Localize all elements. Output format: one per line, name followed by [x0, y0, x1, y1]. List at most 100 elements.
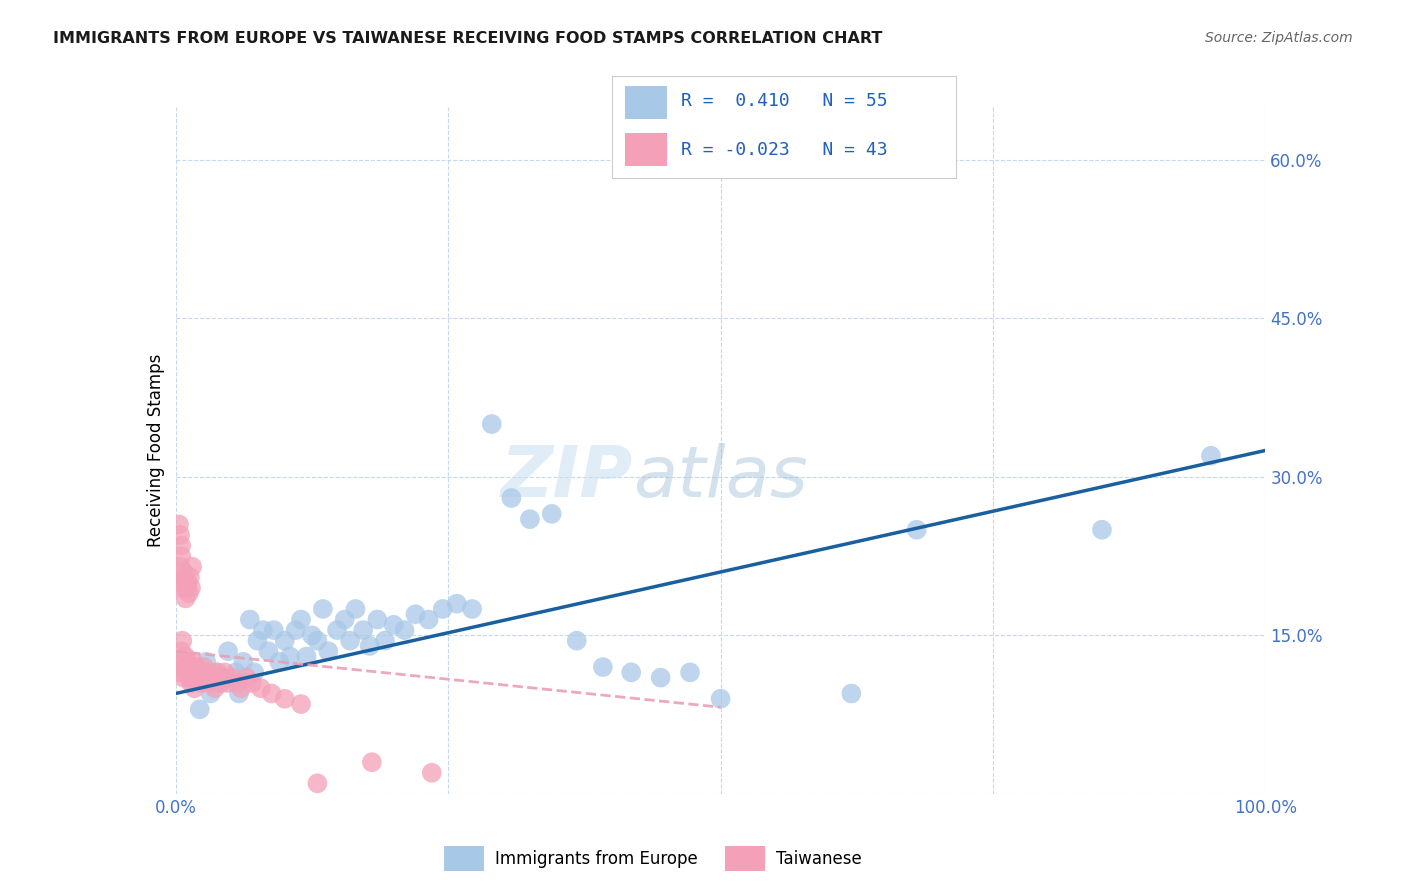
- Point: [176, 665, 198, 680]
- Point: [167, 665, 190, 680]
- Point: [318, 644, 340, 658]
- Point: [167, 575, 190, 590]
- Point: [181, 665, 204, 680]
- Point: [420, 765, 443, 780]
- Point: [177, 586, 200, 600]
- Point: [360, 755, 382, 769]
- Point: [620, 665, 643, 680]
- Point: [394, 623, 416, 637]
- Point: [225, 676, 247, 690]
- Point: [174, 649, 197, 664]
- Bar: [626, 87, 666, 119]
- Point: [252, 623, 274, 637]
- Point: [1199, 449, 1222, 463]
- Point: [181, 671, 204, 685]
- Point: [195, 671, 218, 685]
- Point: [169, 559, 191, 574]
- Point: [174, 591, 197, 606]
- Point: [225, 665, 247, 680]
- Point: [592, 660, 614, 674]
- Point: [170, 549, 193, 563]
- Point: [263, 623, 285, 637]
- Point: [172, 581, 194, 595]
- Point: [278, 649, 301, 664]
- Point: [565, 633, 588, 648]
- Point: [274, 691, 297, 706]
- Point: [295, 649, 318, 664]
- Text: Immigrants from Europe: Immigrants from Europe: [495, 849, 697, 868]
- Point: [366, 613, 388, 627]
- Point: [710, 691, 733, 706]
- Point: [173, 660, 195, 674]
- Point: [197, 676, 219, 690]
- Point: [195, 655, 218, 669]
- Point: [179, 660, 201, 674]
- Point: [169, 528, 191, 542]
- Point: [359, 639, 381, 653]
- Bar: [725, 847, 765, 871]
- Y-axis label: Receiving Food Stamps: Receiving Food Stamps: [146, 354, 165, 547]
- Point: [172, 671, 194, 685]
- Point: [214, 665, 236, 680]
- Point: [217, 644, 239, 658]
- Point: [312, 602, 335, 616]
- Point: [172, 633, 194, 648]
- Point: [204, 681, 226, 696]
- Point: [257, 644, 280, 658]
- Point: [344, 602, 367, 616]
- Point: [181, 655, 204, 669]
- Point: [181, 559, 204, 574]
- Point: [461, 602, 484, 616]
- Point: [180, 676, 202, 690]
- Point: [274, 633, 297, 648]
- Point: [180, 581, 202, 595]
- Text: ZIP: ZIP: [501, 443, 633, 512]
- Point: [260, 686, 283, 700]
- Point: [339, 633, 361, 648]
- Point: [246, 633, 269, 648]
- Point: [179, 570, 201, 584]
- Point: [205, 665, 228, 680]
- Point: [333, 613, 356, 627]
- Point: [374, 633, 396, 648]
- Point: [186, 671, 209, 685]
- Point: [228, 686, 250, 700]
- Point: [191, 676, 214, 690]
- Point: [405, 607, 427, 622]
- Point: [188, 702, 211, 716]
- Point: [201, 671, 224, 685]
- Point: [211, 671, 233, 685]
- Point: [249, 681, 271, 696]
- Point: [307, 633, 329, 648]
- Point: [290, 613, 312, 627]
- Text: atlas: atlas: [633, 443, 808, 512]
- Point: [221, 671, 243, 685]
- Point: [481, 417, 503, 431]
- Point: [307, 776, 329, 790]
- Text: R =  0.410   N = 55: R = 0.410 N = 55: [681, 93, 887, 111]
- Point: [177, 671, 200, 685]
- Point: [418, 613, 440, 627]
- Point: [208, 676, 231, 690]
- Point: [650, 671, 672, 685]
- Point: [239, 613, 262, 627]
- Point: [290, 697, 312, 711]
- Point: [240, 676, 263, 690]
- Point: [167, 517, 190, 532]
- Text: R = -0.023   N = 43: R = -0.023 N = 43: [681, 141, 887, 159]
- Point: [243, 665, 266, 680]
- Point: [169, 655, 191, 669]
- Point: [231, 681, 253, 696]
- Point: [235, 671, 257, 685]
- Text: IMMIGRANTS FROM EUROPE VS TAIWANESE RECEIVING FOOD STAMPS CORRELATION CHART: IMMIGRANTS FROM EUROPE VS TAIWANESE RECE…: [53, 31, 883, 46]
- Point: [200, 686, 222, 700]
- Point: [679, 665, 702, 680]
- Point: [326, 623, 349, 637]
- Text: Taiwanese: Taiwanese: [776, 849, 862, 868]
- Point: [172, 565, 194, 579]
- Point: [188, 665, 211, 680]
- Point: [205, 665, 228, 680]
- Point: [446, 597, 468, 611]
- Point: [519, 512, 541, 526]
- Point: [1091, 523, 1114, 537]
